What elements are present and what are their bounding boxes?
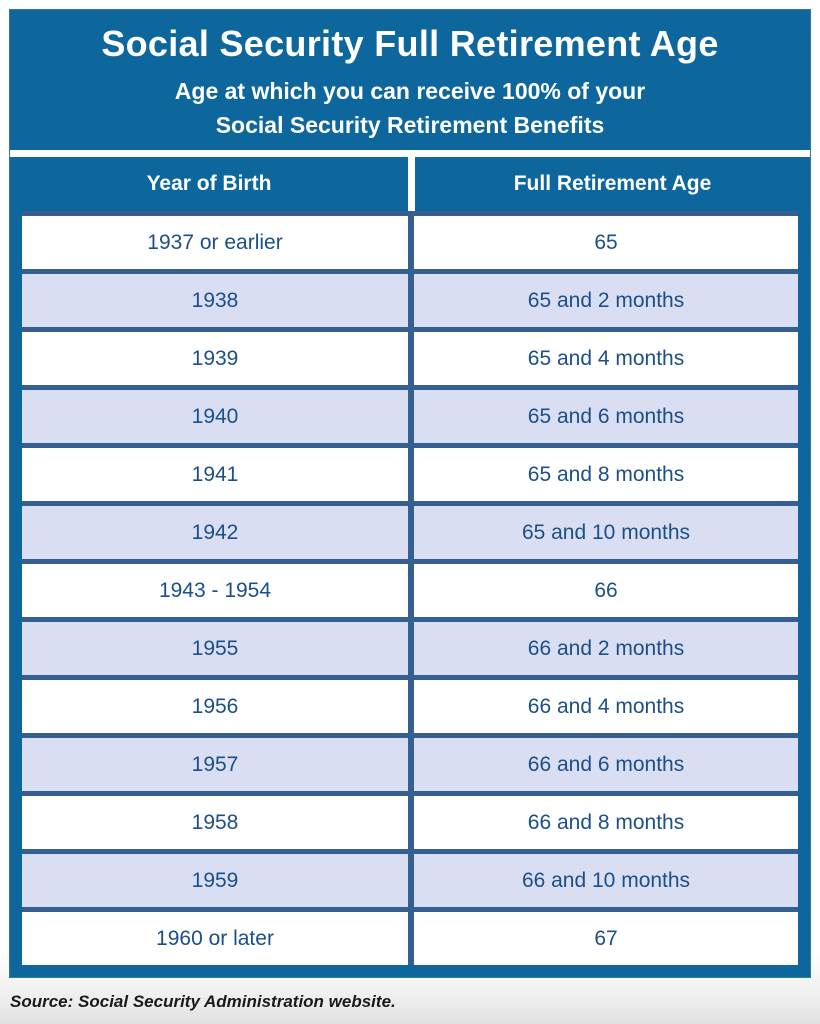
source-note: Source: Social Security Administration w… xyxy=(10,992,396,1011)
row-column-divider xyxy=(408,332,414,385)
full-retirement-age-cell: 66 and 8 months xyxy=(527,810,685,834)
year-of-birth-cell: 1959 xyxy=(191,868,239,892)
table-row: 1960 or later 67 xyxy=(22,907,798,965)
year-of-birth-cell: 1940 xyxy=(191,404,239,428)
card-subtitle: Age at which you can receive 100% of you… xyxy=(10,74,810,142)
full-retirement-age-cell: 66 and 6 months xyxy=(527,752,685,776)
row-column-divider xyxy=(408,680,414,733)
year-of-birth-cell: 1957 xyxy=(191,752,239,776)
header-divider-rule xyxy=(10,150,810,157)
full-retirement-age-cell: 66 and 4 months xyxy=(527,694,685,718)
year-of-birth-cell: 1941 xyxy=(191,462,239,486)
year-of-birth-cell: 1958 xyxy=(191,810,239,834)
row-column-divider xyxy=(408,216,414,269)
year-of-birth-cell: 1943 - 1954 xyxy=(158,578,272,602)
table-row: 1956 66 and 4 months xyxy=(22,675,798,733)
year-of-birth-cell: 1960 or later xyxy=(156,926,274,950)
year-of-birth-cell: 1956 xyxy=(191,694,239,718)
full-retirement-age-cell: 66 xyxy=(594,578,618,602)
table-row: 1943 - 1954 66 xyxy=(22,559,798,617)
table-row: 1937 or earlier 65 xyxy=(22,211,798,269)
card-title: Social Security Full Retirement Age xyxy=(101,23,719,64)
retirement-age-card: Social Security Full Retirement Age Age … xyxy=(10,10,810,977)
year-of-birth-cell: 1937 or earlier xyxy=(147,230,283,254)
column-header-full-retirement-age: Full Retirement Age xyxy=(513,172,712,195)
row-column-divider xyxy=(408,448,414,501)
full-retirement-age-cell: 65 and 2 months xyxy=(527,288,685,312)
column-header-year-of-birth: Year of Birth xyxy=(146,172,272,195)
row-column-divider xyxy=(408,506,414,559)
row-column-divider xyxy=(408,912,414,965)
table-row: 1941 65 and 8 months xyxy=(22,443,798,501)
full-retirement-age-cell: 65 and 4 months xyxy=(527,346,685,370)
table-row: 1940 65 and 6 months xyxy=(22,385,798,443)
table-row: 1938 65 and 2 months xyxy=(22,269,798,327)
card-subtitle-line1: Age at which you can receive 100% of you… xyxy=(174,78,646,104)
full-retirement-age-cell: 66 and 10 months xyxy=(521,868,691,892)
full-retirement-age-cell: 65 and 10 months xyxy=(521,520,691,544)
table-row: 1942 65 and 10 months xyxy=(22,501,798,559)
row-column-divider xyxy=(408,274,414,327)
row-column-divider xyxy=(408,796,414,849)
table-header-row: Year of Birth Full Retirement Age xyxy=(10,157,810,211)
row-column-divider xyxy=(408,854,414,907)
full-retirement-age-cell: 66 and 2 months xyxy=(527,636,685,660)
row-column-divider xyxy=(408,738,414,791)
full-retirement-age-cell: 65 and 8 months xyxy=(527,462,685,486)
year-of-birth-cell: 1938 xyxy=(191,288,239,312)
table-body: 1937 or earlier 65 1938 65 and 2 months 1939… xyxy=(22,211,798,965)
year-of-birth-cell: 1955 xyxy=(191,636,239,660)
full-retirement-age-cell: 65 and 6 months xyxy=(527,404,685,428)
header-column-divider xyxy=(408,157,415,211)
full-retirement-age-cell: 67 xyxy=(594,926,618,950)
year-of-birth-cell: 1942 xyxy=(191,520,239,544)
table-row: 1939 65 and 4 months xyxy=(22,327,798,385)
table-row: 1955 66 and 2 months xyxy=(22,617,798,675)
table-row: 1959 66 and 10 months xyxy=(22,849,798,907)
table-row: 1957 66 and 6 months xyxy=(22,733,798,791)
table-row: 1958 66 and 8 months xyxy=(22,791,798,849)
row-column-divider xyxy=(408,622,414,675)
card-subtitle-line2: Social Security Retirement Benefits xyxy=(215,112,605,138)
row-column-divider xyxy=(408,390,414,443)
full-retirement-age-cell: 65 xyxy=(594,230,618,254)
row-column-divider xyxy=(408,564,414,617)
year-of-birth-cell: 1939 xyxy=(191,346,239,370)
